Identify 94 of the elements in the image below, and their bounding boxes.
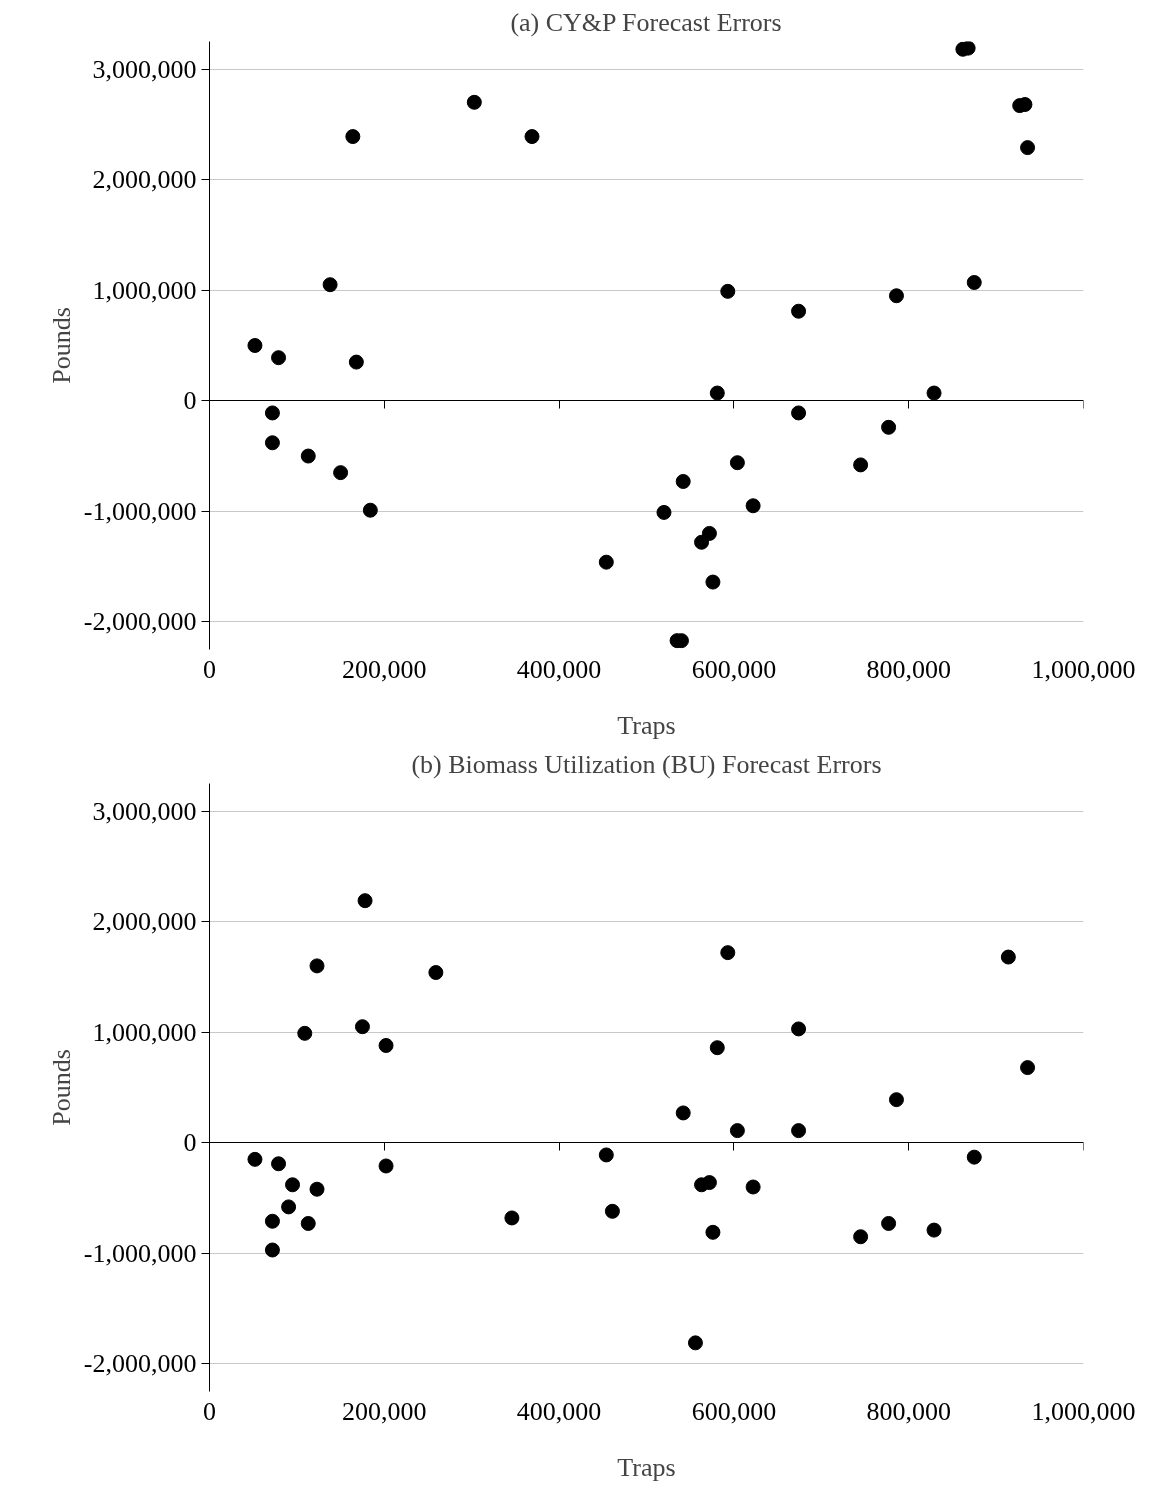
y-tick-label: 1,000,000 [92, 275, 197, 305]
point [264, 405, 280, 421]
x-tick-label: 800,000 [866, 654, 951, 684]
point [264, 1242, 280, 1258]
point [720, 945, 736, 961]
y-tick-label: 2,000,000 [92, 907, 197, 937]
y-tick-label: -1,000,000 [83, 496, 197, 526]
point [881, 1215, 897, 1231]
y-tick-label: 1,000,000 [92, 1017, 197, 1047]
point [247, 1151, 263, 1167]
point [709, 385, 725, 401]
point [271, 350, 287, 366]
point [348, 354, 364, 370]
point [1020, 1060, 1036, 1076]
point [745, 498, 761, 514]
point [966, 275, 982, 290]
y-tick-label: 3,000,000 [92, 54, 197, 84]
point [1020, 140, 1036, 156]
x-tick-label: 1,000,000 [1031, 1396, 1136, 1426]
point [720, 283, 736, 299]
point [705, 574, 721, 590]
point [705, 1224, 721, 1240]
point [675, 1105, 691, 1121]
point [888, 288, 904, 304]
point [656, 504, 672, 520]
chart-title: (a) CY&P Forecast Errors [510, 7, 782, 37]
point [247, 338, 263, 353]
x-tick-label: 1,000,000 [1031, 654, 1136, 684]
point [745, 1179, 761, 1195]
x-tick-label: 0 [203, 654, 216, 684]
point [466, 94, 482, 110]
x-axis-title: Traps [617, 710, 676, 740]
point [285, 1177, 301, 1193]
point [281, 1199, 297, 1215]
point [926, 1222, 942, 1238]
point [853, 457, 869, 473]
point [709, 1040, 725, 1056]
point [504, 1210, 520, 1226]
point [362, 502, 378, 518]
point [300, 1215, 316, 1231]
point [1000, 949, 1016, 965]
x-axis-title: Traps [617, 1452, 676, 1482]
point [297, 1025, 313, 1041]
y-tick-label: -2,000,000 [83, 607, 197, 637]
point [264, 1213, 280, 1229]
point [853, 1229, 869, 1245]
point [888, 1092, 904, 1108]
point [729, 1123, 745, 1139]
point [791, 303, 807, 319]
point [309, 958, 325, 974]
point [598, 554, 614, 570]
point [881, 419, 897, 435]
point [791, 1123, 807, 1139]
y-axis-title: Pounds [46, 307, 76, 384]
point [333, 465, 349, 481]
point [687, 1335, 703, 1351]
point [357, 893, 373, 909]
point [598, 1147, 614, 1163]
point [675, 473, 691, 489]
y-tick-label: -2,000,000 [83, 1349, 197, 1379]
y-tick-label: 3,000,000 [92, 796, 197, 826]
point [926, 385, 942, 401]
x-tick-label: 0 [203, 1396, 216, 1426]
point [604, 1203, 620, 1219]
x-tick-label: 800,000 [866, 1396, 951, 1426]
point [791, 1021, 807, 1037]
point [428, 965, 444, 981]
point [701, 525, 717, 541]
chart-title: (b) Biomass Utilization (BU) Forecast Errors [411, 749, 882, 779]
point [378, 1038, 394, 1053]
point [322, 277, 338, 293]
x-tick-label: 200,000 [342, 654, 427, 684]
y-tick-label: 0 [183, 1128, 197, 1158]
y-tick-label: -1,000,000 [83, 1238, 197, 1268]
y-tick-label: 0 [183, 386, 197, 416]
point [729, 455, 745, 471]
point [701, 1175, 717, 1191]
point [791, 405, 807, 421]
x-tick-label: 200,000 [342, 1396, 427, 1426]
point [345, 129, 361, 145]
point [300, 448, 316, 464]
y-tick-label: 2,000,000 [92, 165, 197, 195]
x-tick-label: 400,000 [516, 1396, 602, 1426]
point [524, 129, 540, 145]
point [271, 1156, 287, 1172]
y-axis-title: Pounds [46, 1049, 76, 1126]
point [264, 435, 280, 451]
x-tick-label: 400,000 [516, 654, 602, 684]
x-tick-label: 600,000 [691, 1396, 777, 1426]
point [309, 1181, 325, 1197]
x-tick-label: 600,000 [691, 654, 777, 684]
point [966, 1149, 982, 1165]
point [354, 1019, 370, 1035]
point [378, 1158, 394, 1174]
